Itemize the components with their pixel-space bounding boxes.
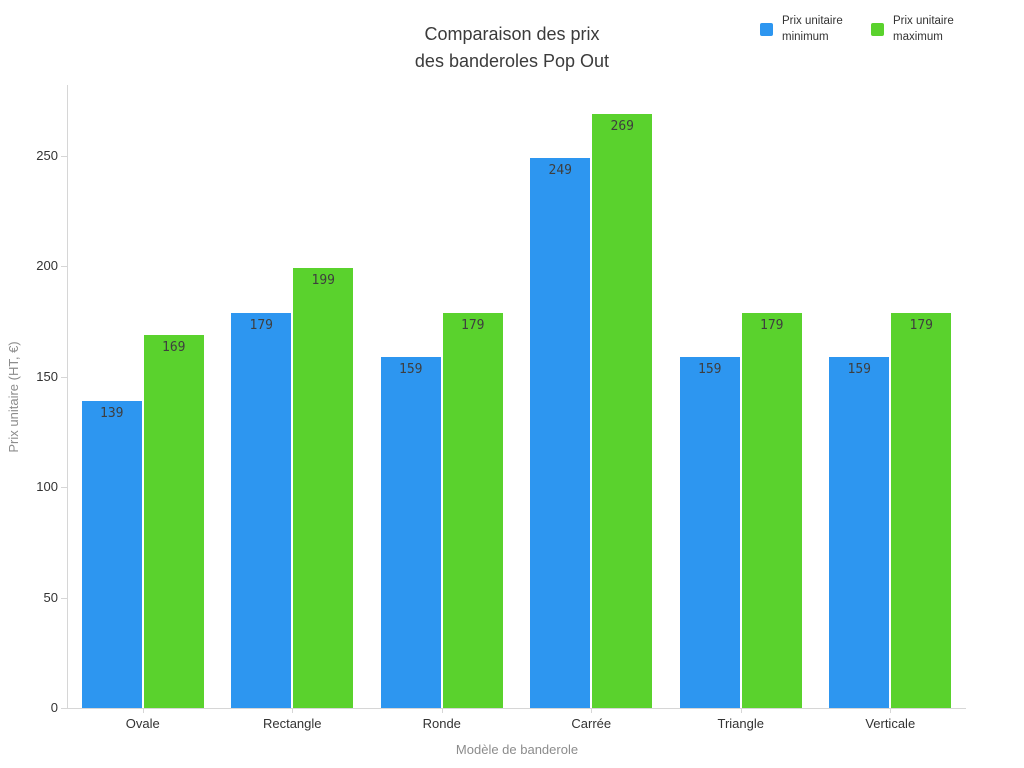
y-tick-mark <box>61 708 67 709</box>
y-axis-line <box>67 85 68 708</box>
bar-value-label: 159 <box>698 362 722 377</box>
bar-value-label: 179 <box>249 318 273 333</box>
y-tick-mark <box>61 266 67 268</box>
bar-value-label: 199 <box>311 273 335 288</box>
bar-value-label: 179 <box>760 318 784 333</box>
bar-max: 179 <box>442 313 503 708</box>
x-tick-mark <box>591 708 593 713</box>
y-tick-label: 0 <box>50 700 58 715</box>
x-tick-label: Ovale <box>125 716 160 731</box>
x-tick-label: Carrée <box>571 716 612 731</box>
x-tick-mark <box>142 708 144 713</box>
bar-max: 169 <box>143 335 204 708</box>
bar-value-label: 169 <box>162 340 186 355</box>
bar-min: 249 <box>530 158 591 708</box>
y-tick-label: 250 <box>36 147 58 163</box>
y-tick-label: 100 <box>36 479 58 495</box>
x-tick-label: Ronde <box>422 716 461 731</box>
bar-min: 159 <box>380 357 441 708</box>
y-tick-label: 150 <box>36 368 58 384</box>
x-tick-mark <box>740 708 742 713</box>
bar-min: 159 <box>829 357 890 708</box>
x-tick-mark <box>890 708 892 713</box>
y-tick-mark <box>61 155 67 157</box>
legend-swatch-min-icon <box>760 22 773 36</box>
y-tick-label: 200 <box>36 258 58 274</box>
legend-label-max: Prix unitaire maximum <box>893 15 954 43</box>
x-tick-label: Triangle <box>717 716 764 731</box>
bar-max: 179 <box>741 313 802 708</box>
legend-entry-max[interactable]: Prix unitaire maximum <box>871 13 959 45</box>
legend-swatch-max-icon <box>871 22 884 36</box>
bar-value-label: 159 <box>399 362 423 377</box>
bar-value-label: 179 <box>909 318 933 333</box>
chart-title: Comparaison des prix des banderoles Pop … <box>414 24 610 71</box>
bar-max: 269 <box>592 114 653 708</box>
bar-value-label: 139 <box>100 406 124 421</box>
x-tick-mark <box>292 708 294 713</box>
y-tick-mark <box>61 487 67 489</box>
bar-max: 179 <box>891 313 952 708</box>
bar-max: 199 <box>293 268 354 708</box>
bar-min: 139 <box>81 401 142 708</box>
x-axis-line <box>67 708 966 709</box>
y-tick-label: 50 <box>43 589 58 605</box>
bar-min: 159 <box>679 357 740 708</box>
y-tick-mark <box>61 376 67 378</box>
x-tick-label: Rectangle <box>262 716 322 731</box>
bar-value-label: 249 <box>548 163 572 178</box>
legend-label-min: Prix unitaire minimum <box>782 15 843 43</box>
y-tick-mark <box>61 597 67 599</box>
x-tick-mark <box>441 708 443 713</box>
legend: Prix unitaire minimum Prix unitaire maxi… <box>760 13 959 45</box>
x-axis-title: Modèle de banderole <box>455 742 579 757</box>
bar-value-label: 179 <box>461 318 485 333</box>
x-tick-label: Verticale <box>865 716 916 731</box>
bar-value-label: 159 <box>847 362 871 377</box>
legend-entry-min[interactable]: Prix unitaire minimum <box>760 13 848 45</box>
bar-value-label: 269 <box>610 119 634 134</box>
bar-min: 179 <box>231 313 292 708</box>
